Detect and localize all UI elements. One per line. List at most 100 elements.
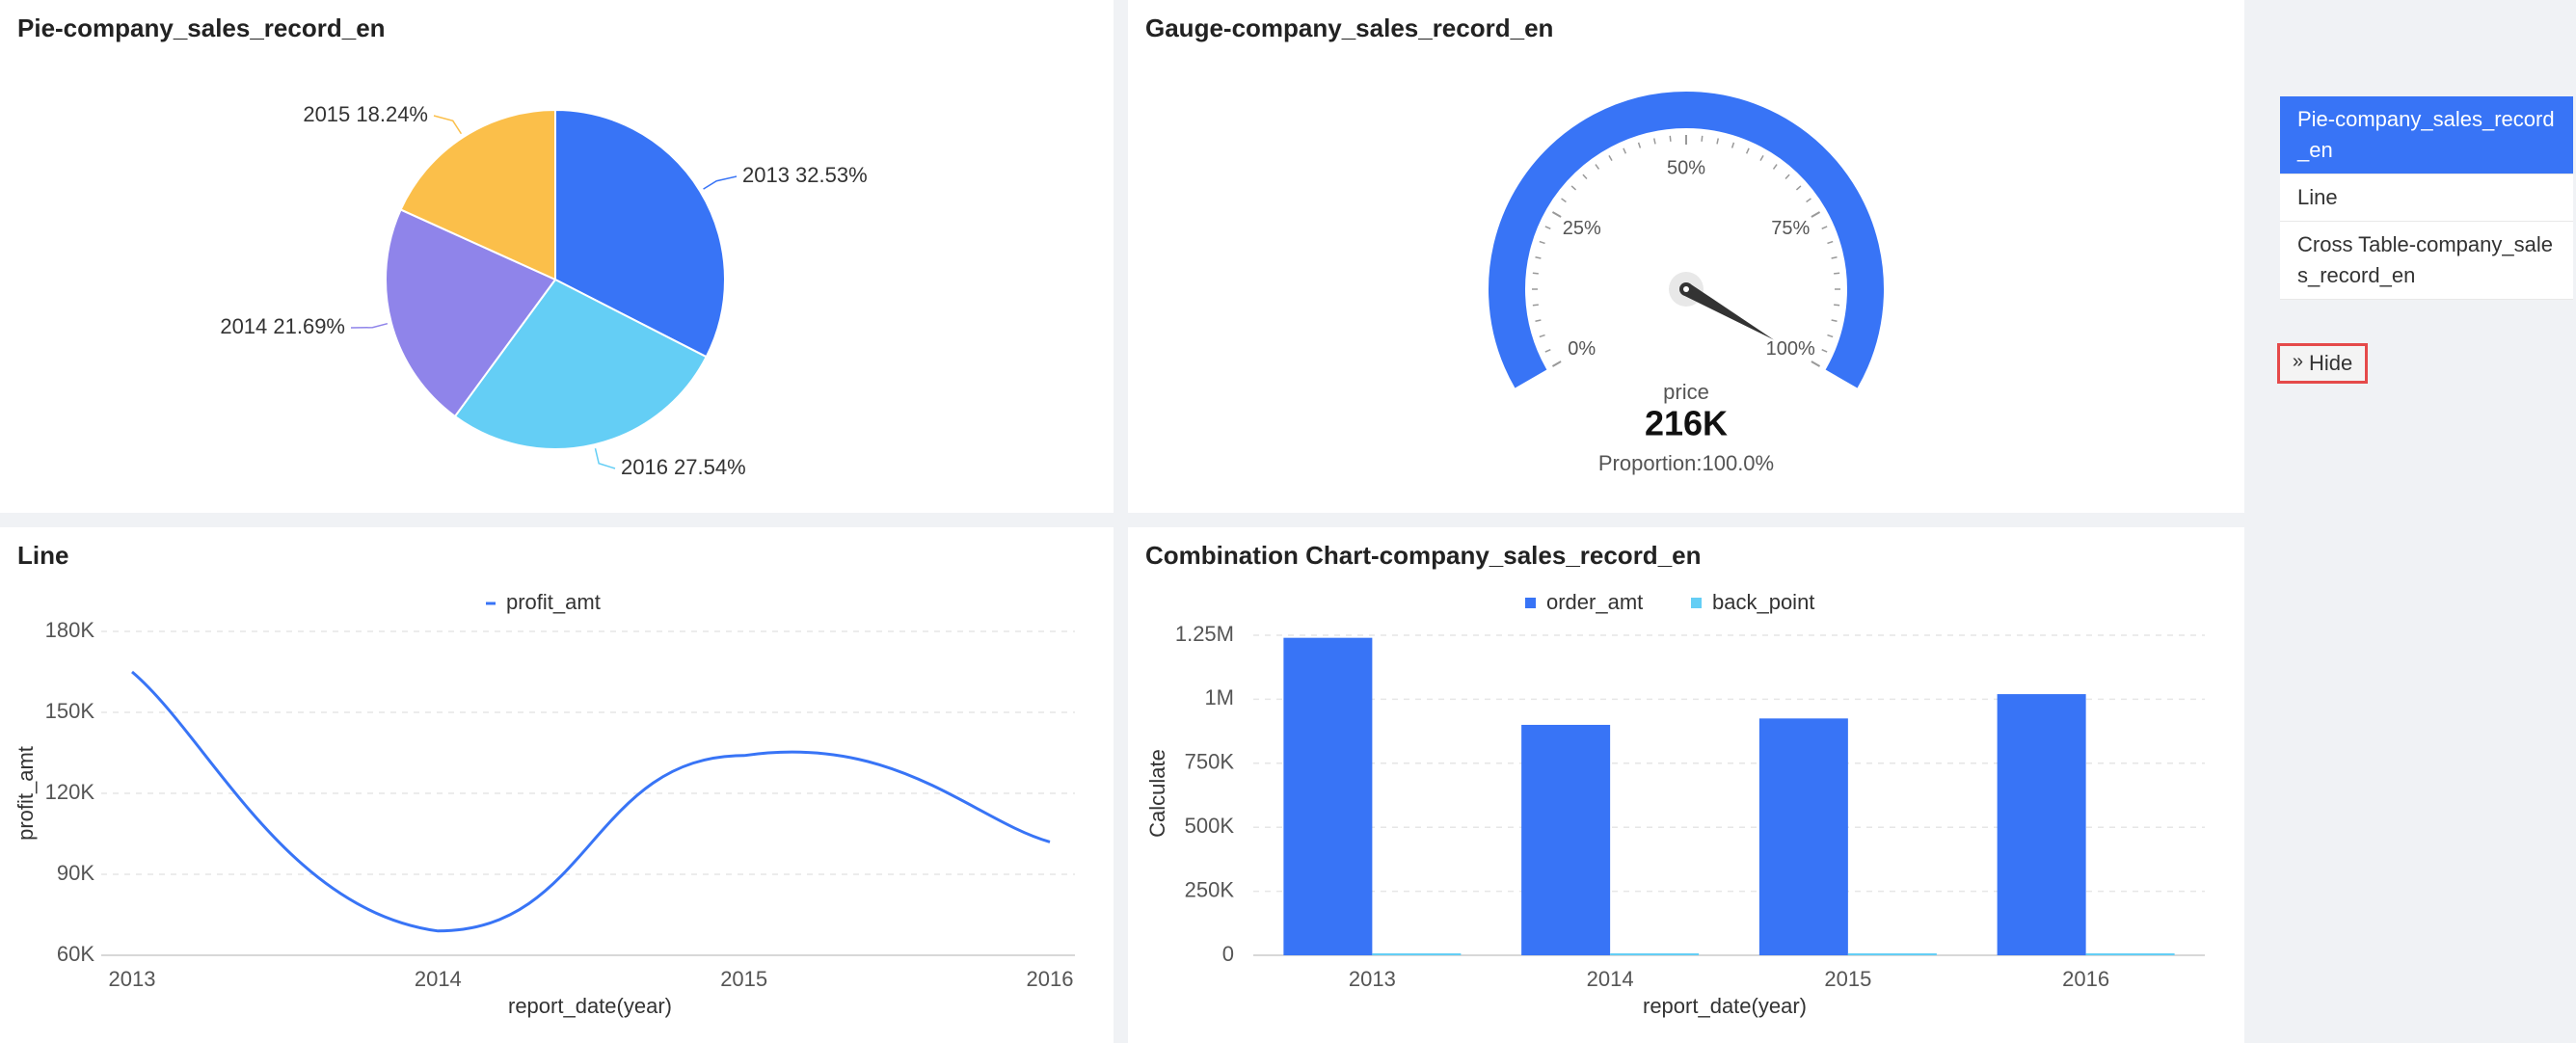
y-tick-label: 60K	[57, 942, 94, 966]
y-tick-label: 150K	[45, 699, 95, 723]
gauge-tick	[1551, 361, 1562, 367]
pie-label-line-2016	[594, 447, 616, 469]
legend-marker-order_amt	[1525, 598, 1536, 608]
line-chart-panel: Line 60K 90K 120K 150K 180K 2013 2014 2015 2016 r…	[0, 527, 1114, 1043]
bar-order_amt-2013	[1283, 637, 1373, 955]
gauge-tick	[1669, 135, 1672, 142]
gauge-tick	[1821, 348, 1828, 353]
side-nav: Pie-company_sales_record_en Line Cross T…	[2280, 96, 2573, 300]
gauge-chart-panel: Gauge-company_sales_record_en 0% 25% 50% 75…	[1128, 0, 2244, 513]
pie-label-line-2013	[703, 175, 738, 190]
gauge-tick	[1653, 138, 1656, 145]
gauge-tick	[1535, 256, 1542, 259]
double-chevron-right-icon: »	[2292, 351, 2303, 372]
gauge-tick	[1811, 361, 1821, 367]
pie-chart-panel: Pie-company_sales_record_en 2013 32.53% 2…	[0, 0, 1114, 513]
gauge-label: price	[1663, 380, 1709, 404]
gauge-tick	[1535, 319, 1542, 322]
gauge-tick	[1582, 174, 1588, 180]
bar-order_amt-2014	[1521, 724, 1611, 955]
gauge-tick	[1561, 198, 1567, 203]
gauge-tick	[1532, 272, 1539, 275]
gauge-progress-arc	[1489, 92, 1884, 388]
y-tick-label: 1.25M	[1175, 622, 1234, 646]
y-tick-label: 90K	[57, 861, 94, 885]
y-tick-label: 750K	[1185, 750, 1235, 774]
pie-data-label-2014: 2014 21.69%	[220, 314, 345, 338]
gauge-tick	[1827, 240, 1834, 245]
gauge-tick	[1595, 164, 1600, 170]
bar-back_point-2013	[1372, 953, 1462, 955]
x-tick-label: 2015	[720, 967, 767, 991]
x-tick-label: 2014	[415, 967, 462, 991]
gauge-tick	[1834, 304, 1840, 307]
bar-back_point-2016	[2085, 953, 2175, 955]
y-tick-label: 180K	[45, 618, 95, 642]
legend-label-back_point: back_point	[1712, 590, 1814, 614]
combo-chart-title: Combination Chart-company_sales_record_e…	[1145, 541, 1702, 570]
bar-back_point-2014	[1610, 953, 1700, 955]
hide-button-label: Hide	[2308, 351, 2353, 375]
line-chart: 60K 90K 120K 150K 180K 2013 2014 2015 2016 report…	[13, 590, 1075, 1018]
gauge-tick	[1827, 334, 1834, 338]
pie-slice-2015	[399, 108, 556, 281]
gauge-tick	[1745, 147, 1750, 154]
gauge-tick	[1637, 142, 1642, 148]
y-tick-label: 120K	[45, 780, 95, 804]
gauge-tick	[1551, 211, 1562, 218]
gauge-tick	[1623, 147, 1627, 154]
bar-back_point-2015	[1847, 953, 1937, 955]
gauge-tick-label: 50%	[1667, 157, 1705, 178]
pie-data-label-2015: 2015 18.24%	[303, 102, 428, 126]
gauge-tick	[1821, 226, 1828, 230]
hide-button[interactable]: » Hide	[2277, 343, 2368, 384]
pie-chart-title: Pie-company_sales_record_en	[17, 13, 386, 42]
gauge-tick	[1539, 334, 1545, 338]
pie-label-line-2015	[433, 115, 463, 135]
gauge-tick	[1731, 142, 1735, 148]
pie-data-label-2013: 2013 32.53%	[742, 163, 868, 187]
pie-slice-2013	[554, 108, 726, 359]
side-nav-item-pie[interactable]: Pie-company_sales_record_en	[2280, 96, 2573, 174]
x-tick-label: 2016	[2062, 967, 2109, 991]
combo-chart: 0 250K 500K 750K 1M 1.25M 2013 2014 2015 2016 repo…	[1145, 590, 2205, 1018]
gauge-tick	[1570, 185, 1577, 191]
gauge-tick-label: 25%	[1563, 218, 1601, 239]
y-axis-label: profit_amt	[13, 746, 38, 841]
gauge-tick	[1831, 319, 1838, 322]
gauge-tick	[1759, 155, 1764, 162]
bar-order_amt-2016	[1997, 694, 2086, 955]
gauge-tick	[1544, 226, 1551, 230]
gauge-tick	[1806, 198, 1811, 203]
y-tick-label: 0	[1222, 942, 1234, 966]
y-tick-label: 500K	[1185, 814, 1235, 838]
legend-marker-back_point	[1691, 598, 1702, 608]
gauge-tick	[1772, 164, 1778, 170]
x-tick-label: 2013	[109, 967, 156, 991]
gauge-chart-title: Gauge-company_sales_record_en	[1145, 13, 1554, 42]
y-tick-label: 1M	[1204, 685, 1234, 709]
gauge-tick-label: 0%	[1568, 338, 1596, 360]
gauge-tick-label: 100%	[1766, 338, 1815, 360]
gauge-tick	[1831, 256, 1838, 259]
gauge-tick	[1795, 185, 1802, 191]
combo-chart-panel: Combination Chart-company_sales_record_e…	[1128, 527, 2244, 1043]
side-nav-item-cross-table[interactable]: Cross Table-company_sales_record_en	[2280, 222, 2573, 300]
line-chart-title: Line	[17, 541, 69, 570]
pie-data-label-2016: 2016 27.54%	[621, 455, 746, 479]
gauge-tick	[1532, 304, 1539, 307]
gauge-value: 216K	[1645, 404, 1728, 443]
side-nav-item-line[interactable]: Line	[2280, 174, 2573, 222]
gauge-tick	[1834, 272, 1840, 275]
bar-order_amt-2015	[1758, 718, 1848, 955]
gauge-tick	[1539, 240, 1545, 245]
x-axis-label: report_date(year)	[508, 994, 672, 1018]
legend-label-order_amt: order_amt	[1546, 590, 1643, 614]
gauge-tick	[1608, 155, 1613, 162]
pie-label-line-2014	[350, 322, 389, 329]
series-line-profit_amt	[131, 670, 1051, 933]
gauge-tick	[1544, 348, 1551, 353]
gauge-tick	[1701, 135, 1704, 142]
gauge-pointer-dot	[1683, 286, 1689, 292]
